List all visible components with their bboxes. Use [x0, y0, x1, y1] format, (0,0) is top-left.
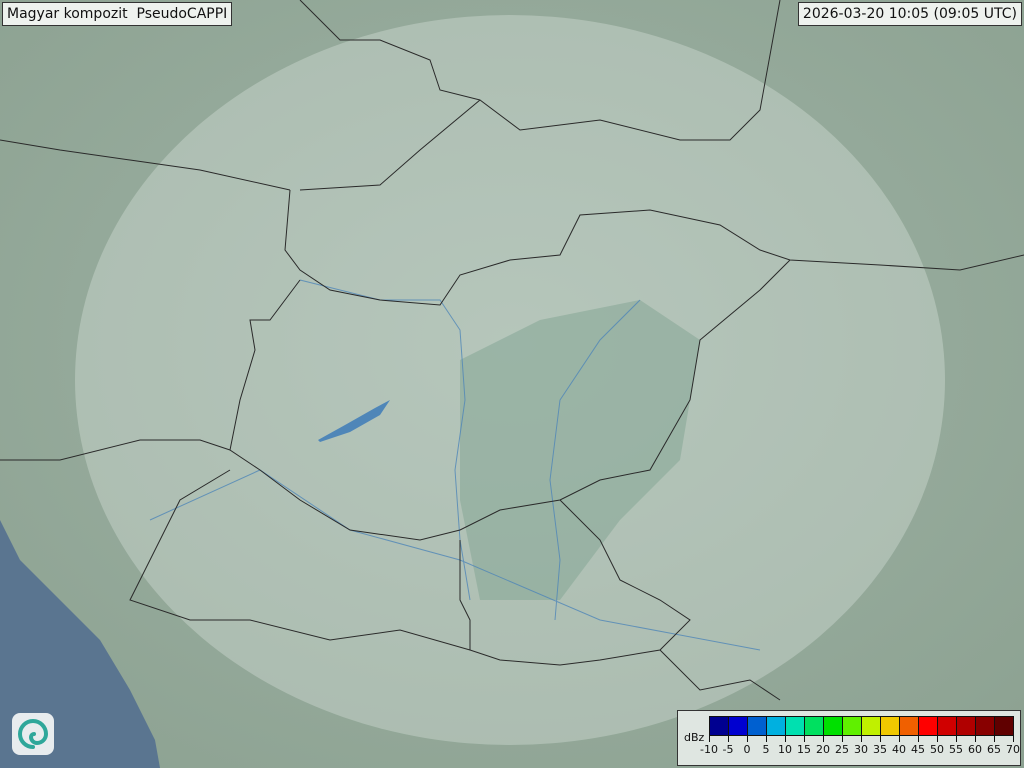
product-title: Magyar kompozit PseudoCAPPI: [2, 2, 233, 26]
legend-tick-label: -5: [713, 736, 743, 756]
legend-tick-label: 70: [998, 736, 1024, 756]
legend-swatch: [748, 717, 767, 735]
legend-color-bar: [709, 716, 1014, 736]
swirl-logo-icon[interactable]: [12, 713, 54, 755]
legend-swatch: [995, 717, 1013, 735]
adriatic-sea: [0, 520, 160, 768]
legend-swatch: [919, 717, 938, 735]
legend-swatch: [938, 717, 957, 735]
country-borders: [0, 0, 1024, 701]
legend-swatch: [957, 717, 976, 735]
legend-swatch: [881, 717, 900, 735]
lowland-plain: [460, 300, 700, 600]
legend-swatch: [976, 717, 995, 735]
timestamp: 2026-03-20 10:05 (09:05 UTC): [797, 2, 1022, 26]
legend-tick-label: 0: [732, 736, 762, 756]
legend-swatch: [900, 717, 919, 735]
legend-swatch: [805, 717, 824, 735]
legend-swatch: [729, 717, 748, 735]
legend-swatch: [862, 717, 881, 735]
dbz-color-legend: dBz -10 -5 0 5 10 15 20 25 30 35 40 45 50 55 60 65 70: [677, 710, 1021, 766]
legend-swatch: [710, 717, 729, 735]
legend-tick-label: 5: [751, 736, 781, 756]
rivers: [149, 279, 761, 651]
legend-swatch: [824, 717, 843, 735]
legend-swatch: [843, 717, 862, 735]
lake-balaton: [318, 400, 390, 442]
legend-swatch: [786, 717, 805, 735]
legend-swatch: [767, 717, 786, 735]
legend-ticks: -10 -5 0 5 10 15 20 25 30 35 40 45 50 55 60 65 70: [700, 736, 1020, 758]
